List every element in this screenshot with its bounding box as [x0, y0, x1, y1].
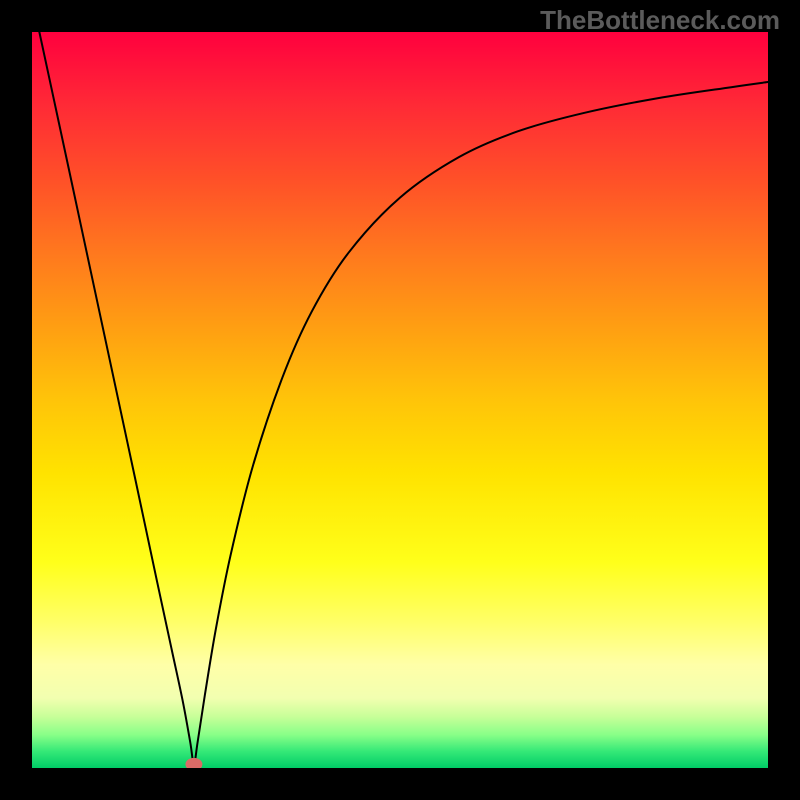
optimal-point-marker: [186, 758, 202, 768]
chart-background: [32, 32, 768, 768]
bottleneck-chart: [32, 32, 768, 768]
frame-right: [768, 0, 800, 800]
frame-left: [0, 0, 32, 800]
frame-bottom: [0, 768, 800, 800]
chart-svg: [32, 32, 768, 768]
watermark-text: TheBottleneck.com: [540, 5, 780, 36]
